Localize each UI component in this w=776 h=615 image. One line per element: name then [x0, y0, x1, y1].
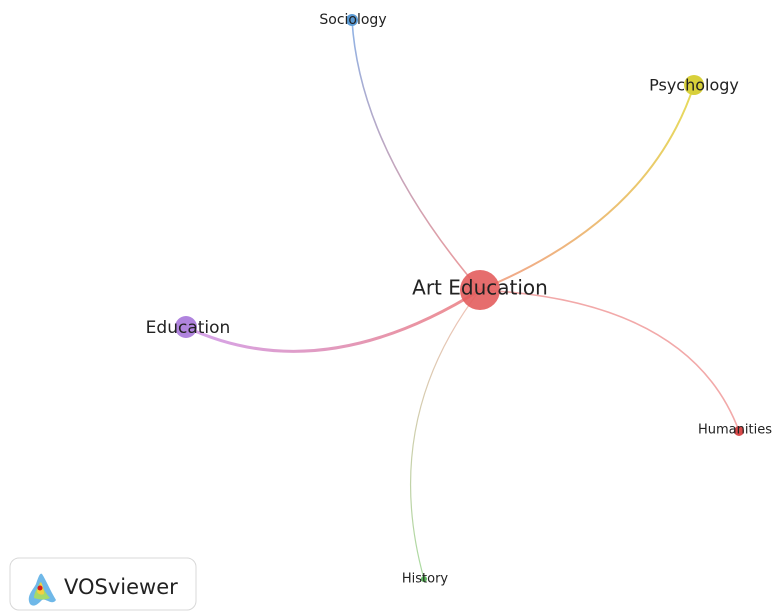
node[interactable] — [346, 14, 358, 26]
node[interactable] — [460, 270, 500, 310]
nodes — [175, 14, 744, 582]
edge — [185, 288, 481, 353]
edge — [351, 19, 481, 291]
node[interactable] — [734, 426, 744, 436]
node[interactable] — [684, 75, 704, 95]
node[interactable] — [175, 316, 197, 338]
node-label[interactable]: History — [402, 572, 449, 587]
edges — [185, 19, 740, 580]
labels: Art Education Sociology Psychology Educa… — [146, 12, 773, 587]
node[interactable] — [421, 576, 427, 582]
node-label[interactable]: Psychology — [649, 76, 739, 95]
node-label[interactable]: Sociology — [319, 12, 386, 28]
logo-box — [9, 557, 197, 611]
logo: VOSviewer — [9, 557, 197, 611]
edge — [410, 289, 481, 580]
node-label[interactable]: Education — [146, 318, 231, 338]
edge — [479, 289, 740, 432]
edge — [479, 84, 695, 291]
logo-text: VOSviewer — [64, 575, 178, 599]
logo-icon — [28, 573, 56, 606]
node-label[interactable]: Art Education — [412, 276, 548, 300]
node-label[interactable]: Humanities — [698, 423, 772, 438]
